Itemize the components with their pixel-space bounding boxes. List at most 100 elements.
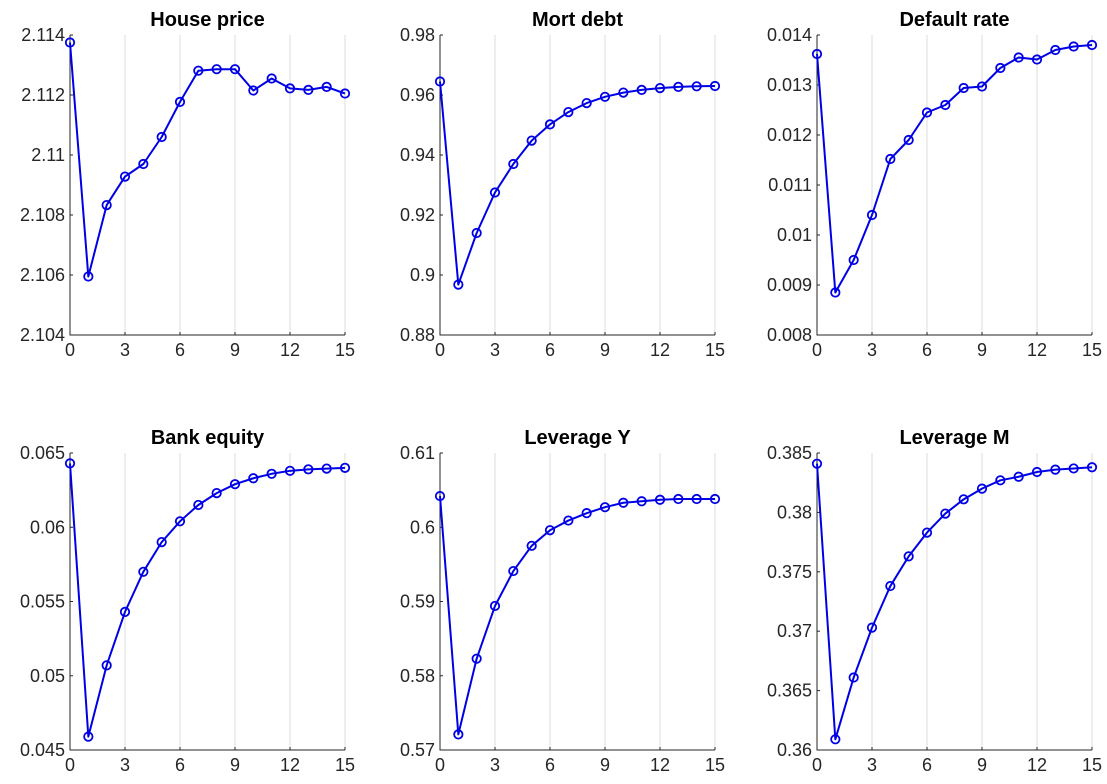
- x-tick-label: 6: [922, 340, 932, 360]
- data-point: [976, 483, 988, 494]
- data-point: [1013, 52, 1024, 63]
- data-point: [691, 493, 702, 505]
- y-tick-label: 0.06: [30, 517, 65, 537]
- y-tick-label: 0.055: [20, 592, 65, 612]
- series-line: [69, 463, 346, 738]
- x-tick-label: 9: [977, 755, 987, 775]
- y-tick-label: 0.009: [767, 275, 812, 295]
- axes: [439, 35, 715, 336]
- data-point: [266, 73, 277, 84]
- x-tick-label: 3: [120, 340, 130, 360]
- data-point: [1086, 462, 1098, 473]
- data-point: [995, 62, 1006, 74]
- data-point: [453, 279, 464, 290]
- y-tick-label: 0.375: [767, 562, 812, 582]
- y-tick-label: 0.57: [400, 740, 435, 760]
- data-point: [976, 81, 988, 92]
- data-point: [229, 64, 241, 75]
- series-line: [439, 495, 715, 736]
- y-tick-label: 0.58: [400, 666, 435, 686]
- data-point: [940, 99, 951, 111]
- y-tick-label: 2.112: [21, 85, 65, 105]
- panel-5: 0 3 6 9 12 15 0.57 0.58 0.59 0.6 0.61 Leverage Y: [400, 427, 725, 775]
- y-tick-label: 0.92: [400, 205, 435, 225]
- data-point: [673, 81, 684, 93]
- panel-2: 0 3 6 9 12 15 0.88 0.9 0.92 0.94 0.96 0.98 Mort debt: [400, 9, 725, 360]
- y-tick-label: 2.114: [21, 25, 65, 45]
- x-tick-label: 3: [490, 340, 500, 360]
- data-point: [64, 458, 76, 469]
- data-point: [489, 600, 501, 612]
- data-point: [599, 502, 611, 513]
- y-tick-label: 0.6: [410, 517, 435, 537]
- y-tick-label: 0.01: [777, 225, 812, 245]
- data-point: [211, 487, 222, 499]
- data-point: [138, 158, 149, 170]
- data-point: [321, 463, 332, 474]
- data-point: [284, 465, 296, 476]
- x-tick-label: 0: [65, 755, 75, 775]
- y-tick-label: 0.014: [767, 25, 812, 45]
- data-point: [958, 82, 969, 94]
- data-point: [471, 653, 482, 664]
- panel-4: 0 3 6 9 12 15 0.045 0.05 0.055 0.06 0.065 Bank equi…: [20, 427, 355, 775]
- data-point: [673, 493, 684, 505]
- data-point: [1013, 471, 1024, 482]
- x-tick-label: 6: [545, 755, 555, 775]
- data-point: [101, 200, 112, 211]
- data-point: [903, 551, 914, 562]
- x-tick-label: 3: [867, 340, 877, 360]
- data-point: [830, 287, 841, 298]
- data-point: [434, 490, 446, 502]
- x-tick-label: 6: [175, 340, 185, 360]
- y-tick-label: 0.98: [400, 25, 435, 45]
- y-tick-label: 2.106: [20, 265, 65, 285]
- data-point: [471, 227, 482, 239]
- data-point: [174, 96, 186, 108]
- data-point: [526, 135, 537, 146]
- data-point: [709, 80, 721, 92]
- data-point: [64, 37, 76, 48]
- data-point: [544, 119, 556, 130]
- x-tick-label: 15: [705, 340, 725, 360]
- y-tick-label: 0.61: [400, 443, 435, 463]
- data-point: [156, 536, 167, 548]
- panel-1: 0 3 6 9 12 15 2.104 2.106 2.108 2.11 2.112 2.114 Hou…: [20, 9, 355, 360]
- data-point: [921, 527, 933, 538]
- data-point: [691, 81, 702, 92]
- data-point: [193, 65, 204, 76]
- data-point: [453, 729, 464, 740]
- data-point: [866, 209, 878, 221]
- y-tick-label: 0.96: [400, 85, 435, 105]
- y-tick-label: 0.36: [777, 740, 812, 760]
- data-point: [119, 171, 131, 182]
- data-point: [248, 473, 259, 484]
- x-tick-label: 12: [650, 340, 670, 360]
- y-tick-label: 0.365: [767, 681, 812, 701]
- data-point: [526, 540, 537, 551]
- data-point: [848, 254, 859, 266]
- data-point: [284, 83, 296, 94]
- x-tick-label: 0: [435, 755, 445, 775]
- data-point: [1031, 54, 1043, 65]
- data-point: [1050, 464, 1061, 475]
- panel-3: 0 3 6 9 12 15 0.008 0.009 0.01 0.011 0.012 0.013 0.0…: [767, 9, 1102, 360]
- data-point: [489, 187, 501, 198]
- data-point: [940, 508, 951, 519]
- axes: [69, 35, 345, 336]
- x-tick-label: 12: [280, 755, 300, 775]
- data-point: [599, 91, 611, 102]
- data-point: [303, 464, 314, 475]
- data-point: [885, 153, 896, 165]
- data-point: [618, 497, 629, 508]
- data-point: [101, 660, 112, 671]
- data-point: [266, 468, 277, 479]
- y-tick-label: 0.88: [400, 325, 435, 345]
- y-tick-label: 0.385: [767, 443, 812, 463]
- y-tick-label: 0.94: [400, 145, 435, 165]
- data-point: [508, 565, 519, 577]
- panel-title: Mort debt: [532, 9, 623, 31]
- y-tick-label: 2.108: [20, 205, 65, 225]
- data-point: [903, 134, 914, 146]
- y-tick-label: 0.37: [777, 621, 812, 641]
